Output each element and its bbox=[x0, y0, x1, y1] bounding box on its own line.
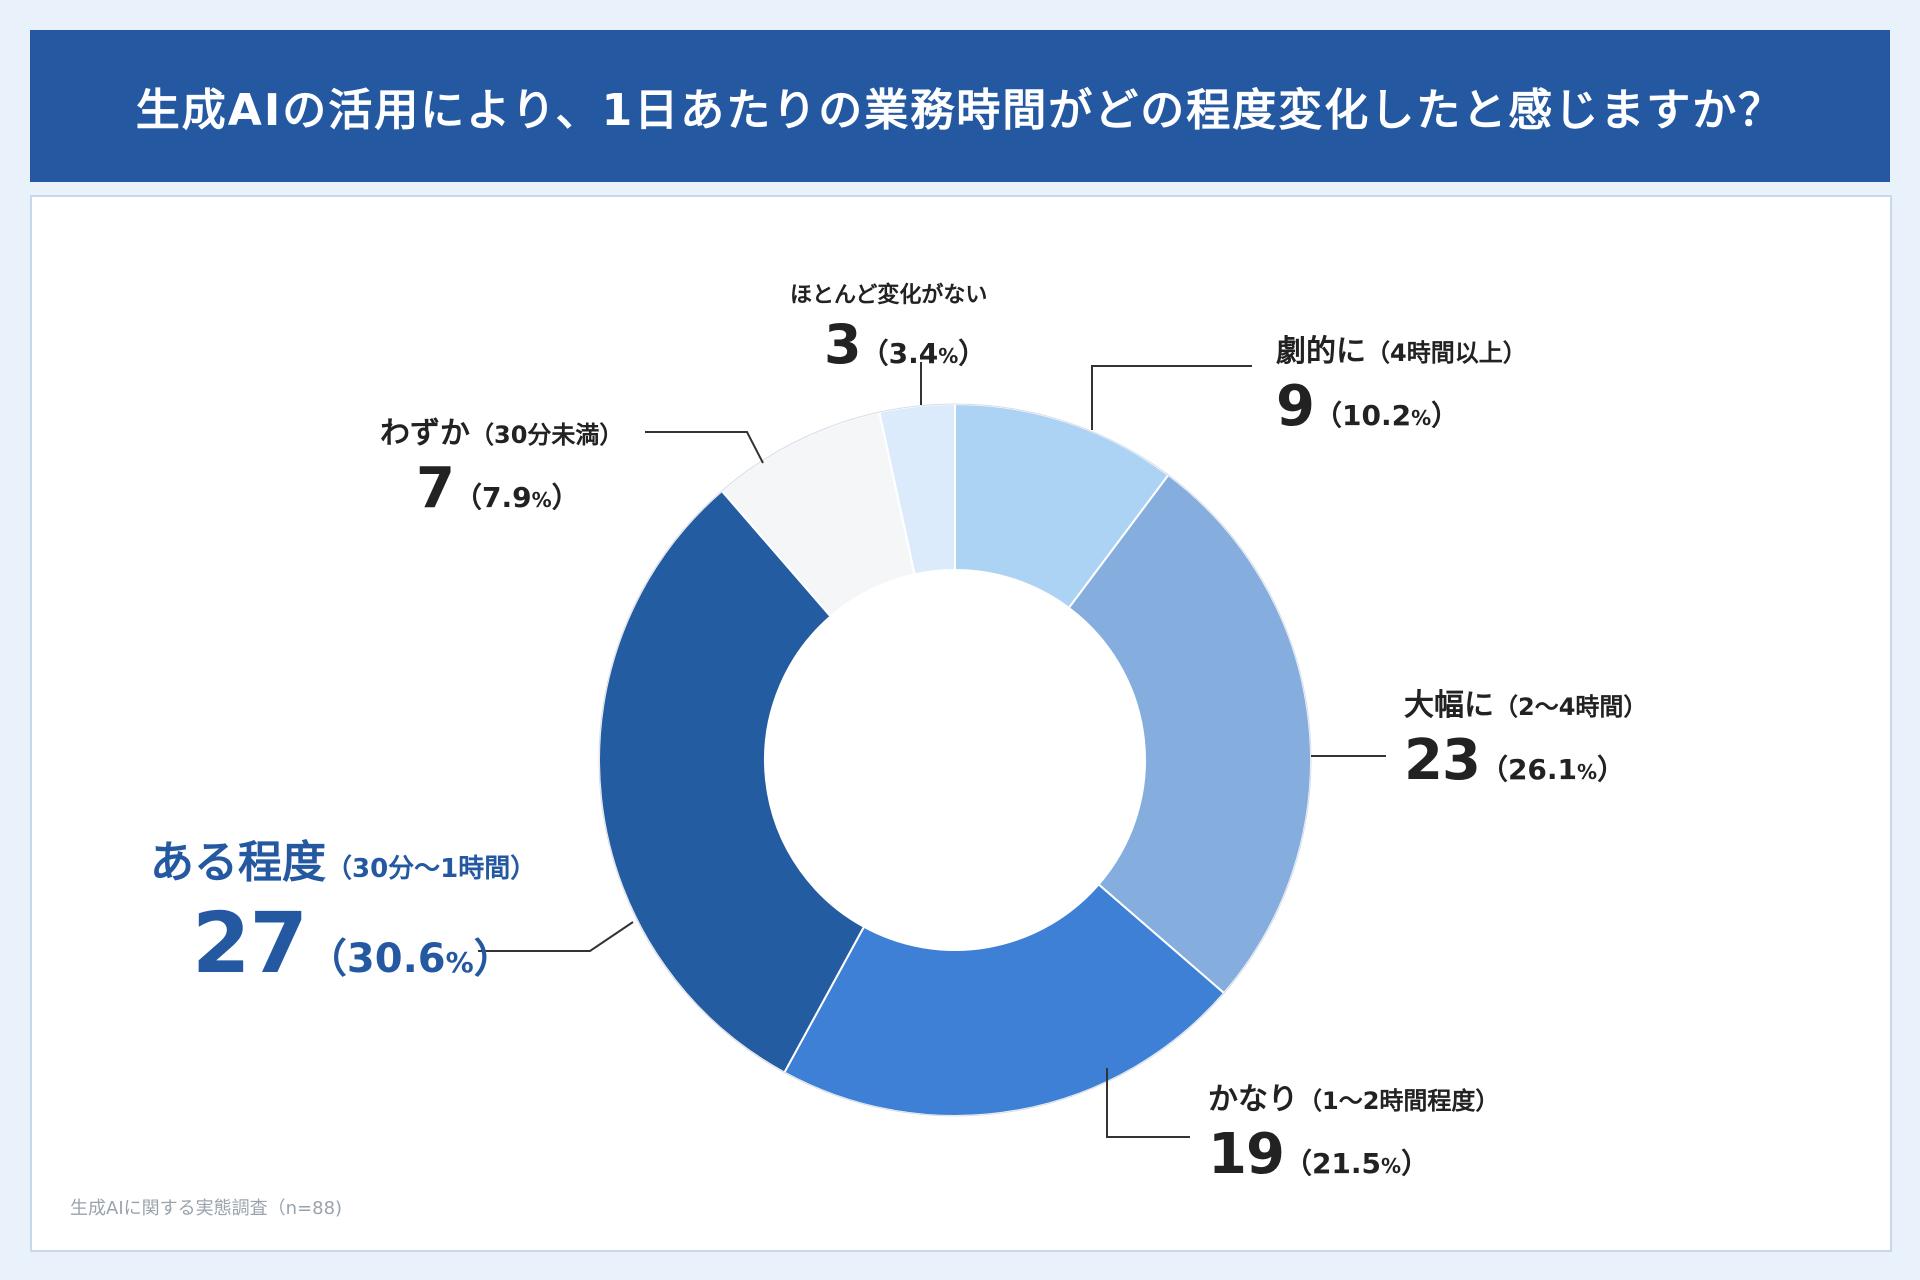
slice-name: ある程度 bbox=[150, 837, 326, 888]
label-slightly: わずか（30分未満） 7（7.9%） bbox=[380, 416, 624, 521]
leader-line-3 bbox=[478, 921, 634, 952]
slice-range: （30分未満） bbox=[470, 421, 624, 449]
percent-unit: % bbox=[531, 488, 552, 512]
slice-count: 23 bbox=[1404, 728, 1481, 793]
slice-name: わずか bbox=[380, 416, 470, 451]
percent-unit: % bbox=[1577, 760, 1598, 784]
percent-unit: % bbox=[938, 344, 959, 368]
label-dramatic: 劇的に（4時間以上） 9（10.2%） bbox=[1276, 334, 1527, 439]
percent-unit: % bbox=[1381, 1154, 1402, 1178]
slice-percent: 30.6 bbox=[346, 936, 446, 982]
leader-line-0 bbox=[1091, 365, 1252, 430]
source-note: 生成AIに関する実態調査（n=88) bbox=[70, 1198, 343, 1219]
slice-name: 大幅に bbox=[1404, 688, 1494, 723]
chart-title: 生成AIの活用により、1日あたりの業務時間がどの程度変化したと感じますか？ bbox=[135, 85, 1785, 136]
leader-line-4 bbox=[645, 431, 764, 464]
label-somewhat: ある程度（30分〜1時間） 27（30.6%） bbox=[150, 837, 537, 992]
slice-percent: 26.1 bbox=[1507, 753, 1578, 786]
label-significant: 大幅に（2〜4時間） 23（26.1%） bbox=[1404, 688, 1648, 793]
slice-count: 7 bbox=[416, 456, 455, 521]
percent-unit: % bbox=[1411, 406, 1432, 430]
label-no-change: ほとんど変化がない 3（3.4%） bbox=[790, 283, 988, 376]
percent-unit: % bbox=[445, 946, 474, 979]
slice-name: 劇的に bbox=[1276, 334, 1366, 369]
slice-count: 3 bbox=[824, 313, 862, 376]
slice-percent: 21.5 bbox=[1311, 1147, 1382, 1180]
slice-count: 27 bbox=[192, 894, 308, 992]
slice-count: 19 bbox=[1208, 1122, 1285, 1187]
slice-percent: 3.4 bbox=[888, 337, 939, 370]
slice-count: 9 bbox=[1276, 374, 1315, 439]
donut-outline bbox=[598, 403, 1312, 1117]
slice-range: （4時間以上） bbox=[1366, 339, 1527, 367]
slice-name: ほとんど変化がない bbox=[790, 283, 988, 308]
slice-name: かなり bbox=[1208, 1082, 1298, 1117]
title-banner: 生成AIの活用により、1日あたりの業務時間がどの程度変化したと感じますか？ bbox=[30, 30, 1890, 182]
slice-range: （30分〜1時間） bbox=[326, 854, 537, 884]
slice-percent: 10.2 bbox=[1341, 399, 1412, 432]
leader-line-2 bbox=[1106, 1068, 1190, 1138]
label-considerable: かなり（1〜2時間程度） 19（21.5%） bbox=[1208, 1082, 1500, 1187]
slice-range: （2〜4時間） bbox=[1494, 693, 1648, 721]
slice-range: （1〜2時間程度） bbox=[1298, 1087, 1500, 1115]
slice-percent: 7.9 bbox=[481, 481, 532, 514]
